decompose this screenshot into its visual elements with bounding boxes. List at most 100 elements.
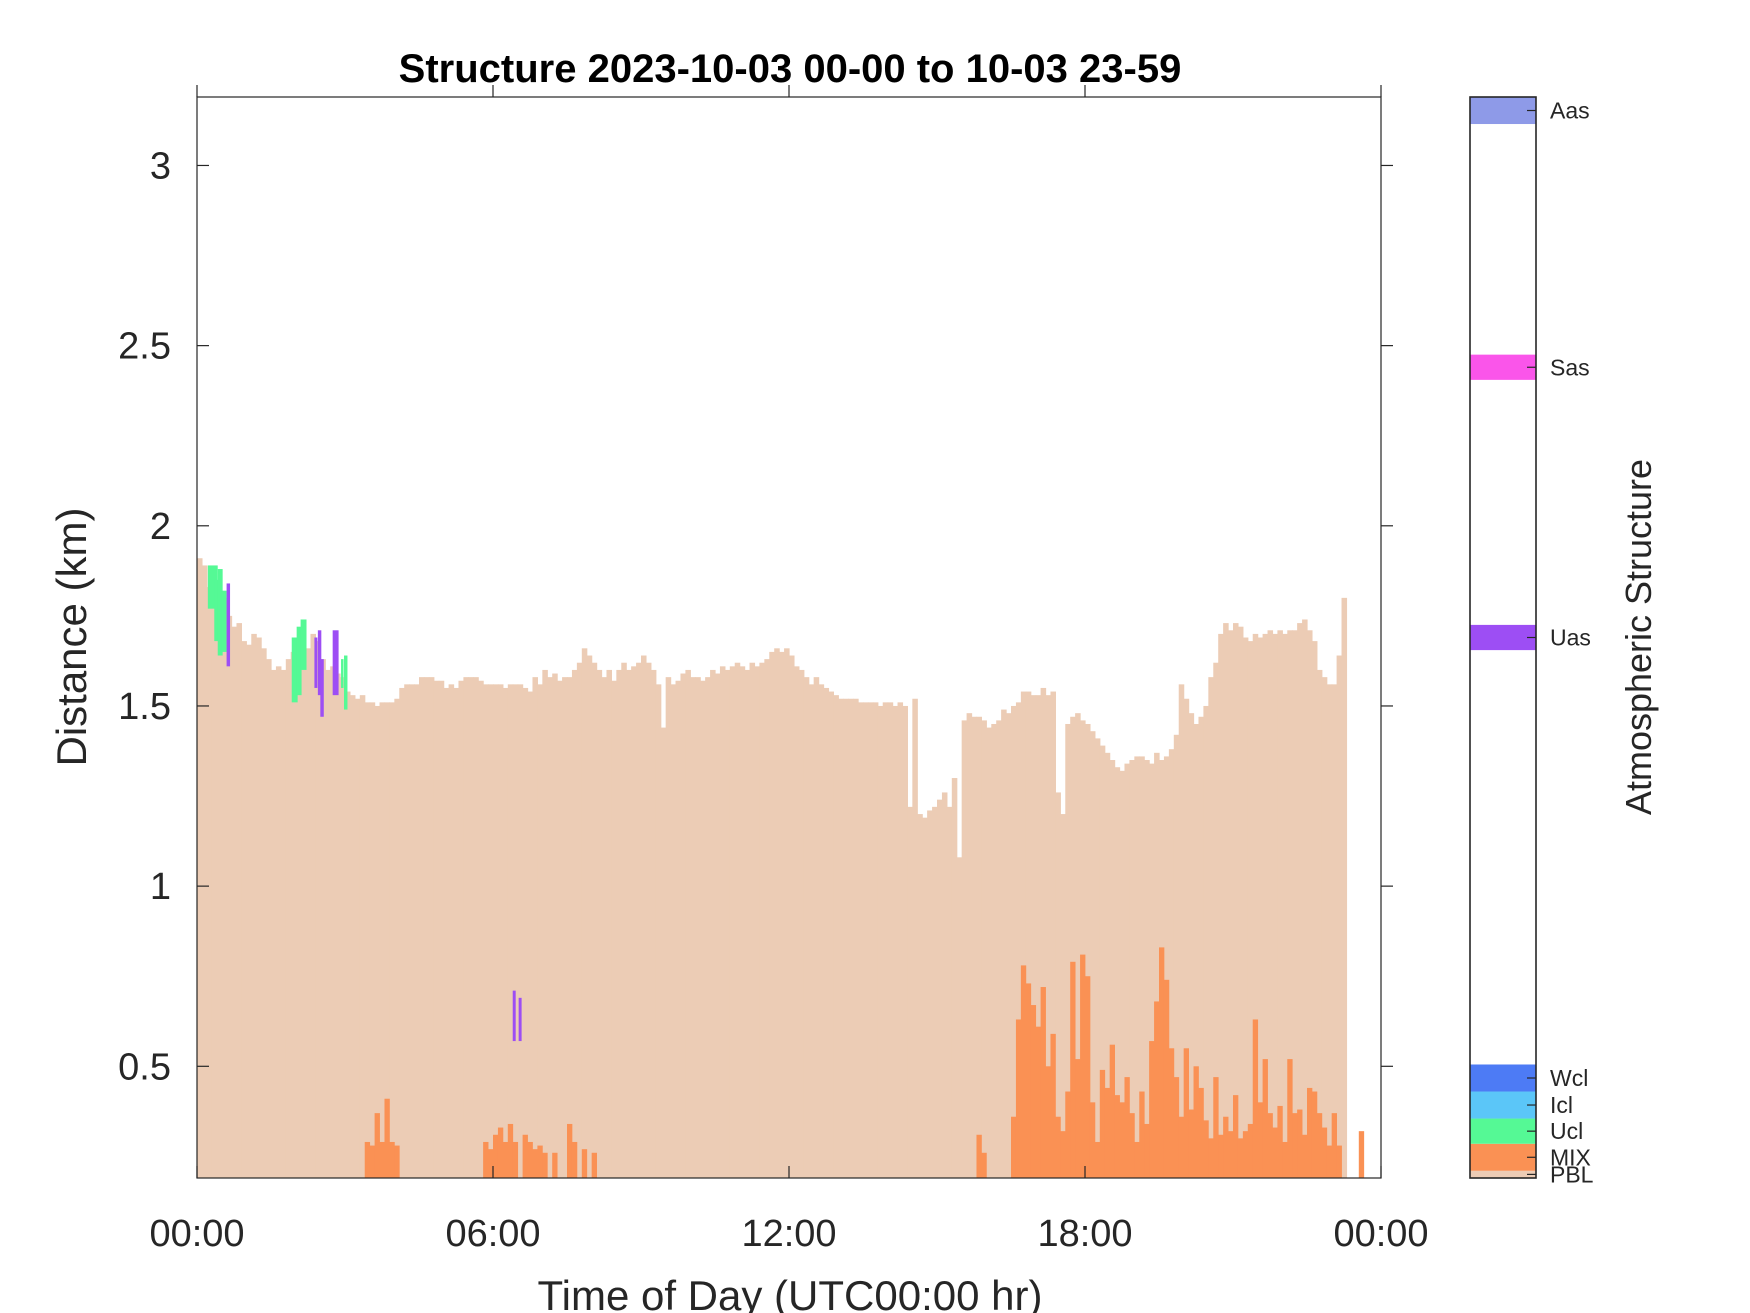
pbl-column [349, 695, 356, 1178]
chart-title: Structure 2023-10-03 00-00 to 10-03 23-5… [399, 47, 1182, 91]
pbl-column [483, 684, 489, 1178]
mix-bar [1321, 1127, 1328, 1178]
pbl-column [1247, 641, 1254, 1178]
pbl-column [670, 684, 677, 1178]
mix-bar [369, 1145, 375, 1178]
pbl-column [1213, 662, 1219, 1178]
pbl-column [991, 723, 997, 1178]
y-tick-label: 2 [150, 506, 171, 548]
pbl-column [700, 680, 706, 1178]
mix-bar [1089, 1102, 1096, 1178]
pbl-column [1060, 814, 1066, 1178]
pbl-column [1109, 760, 1116, 1178]
mix-bar [1094, 1141, 1101, 1178]
pbl-column [596, 669, 603, 1178]
pbl-column [744, 669, 751, 1178]
segment-ucl [214, 579, 220, 642]
pbl-column [374, 705, 381, 1178]
pbl-column [1144, 760, 1150, 1178]
pbl-column [981, 720, 987, 1178]
mix-bar [1065, 1091, 1071, 1178]
pbl-column [448, 684, 455, 1178]
pbl-column [285, 659, 292, 1178]
pbl-column [1134, 756, 1140, 1178]
pbl-column [986, 727, 992, 1178]
mix-bar [502, 1141, 509, 1178]
pbl-column [1316, 669, 1323, 1178]
pbl-column [542, 669, 548, 1178]
mix-bar [1257, 1102, 1263, 1178]
pbl-column [271, 669, 277, 1178]
pbl-column [1198, 716, 1204, 1178]
pbl-column [1129, 760, 1135, 1178]
mix-bar [1085, 976, 1091, 1178]
mix-bar [483, 1141, 489, 1178]
pbl-column [354, 698, 361, 1178]
mix-bar [1173, 1077, 1180, 1178]
pbl-column [438, 680, 445, 1178]
pbl-column [1011, 705, 1017, 1178]
pbl-column [1030, 695, 1037, 1178]
pbl-column [1277, 630, 1283, 1178]
pbl-column [843, 698, 849, 1178]
pbl-column [1015, 702, 1022, 1178]
mix-bar [1282, 1141, 1288, 1178]
mix-bar [488, 1149, 494, 1178]
colorbar-tick-label: PBL [1550, 1161, 1594, 1187]
pbl-column [300, 637, 307, 1178]
pbl-column [537, 684, 543, 1178]
mix-bar [1080, 954, 1086, 1178]
pbl-column [571, 669, 578, 1178]
pbl-column [739, 666, 746, 1178]
mix-bar [1213, 1077, 1219, 1178]
mix-bar [1020, 965, 1027, 1178]
pbl-column [1075, 713, 1081, 1178]
mix-bar [1262, 1059, 1268, 1178]
pbl-column [433, 680, 440, 1178]
pbl-column [497, 684, 504, 1178]
pbl-column [581, 648, 588, 1178]
pbl-column [275, 666, 282, 1178]
pbl-column [409, 684, 415, 1178]
pbl-column [631, 666, 637, 1178]
y-tick-label: 0.5 [118, 1046, 171, 1088]
pbl-column [1203, 705, 1209, 1178]
mix-bar [1223, 1116, 1229, 1178]
pbl-column [951, 778, 958, 1178]
plot-area: 00:00 06:00 12:00 18:00 00:00 0.5 1 1.5 2 2.5 3 [118, 85, 1429, 1255]
segment-uas [332, 630, 339, 696]
pbl-column [853, 698, 859, 1178]
pbl-column [1208, 677, 1214, 1178]
mix-bar [1178, 1116, 1185, 1178]
mix-bar [394, 1145, 400, 1178]
colorbar-block-ucl [1470, 1118, 1536, 1144]
pbl-column [1228, 630, 1234, 1178]
pbl-column [1267, 630, 1274, 1178]
mix-bar [1228, 1131, 1234, 1178]
mix-bar [1159, 947, 1165, 1178]
pbl-column [1282, 633, 1288, 1178]
mix-bar [1272, 1127, 1278, 1178]
mix-bar [1045, 1066, 1051, 1178]
pbl-column [1262, 633, 1269, 1178]
pbl-column [246, 644, 252, 1178]
pbl-column [197, 558, 203, 1178]
pbl-column [774, 648, 780, 1178]
pbl-column [1040, 687, 1047, 1178]
pbl-column [616, 669, 622, 1178]
mix-bar [1218, 1134, 1224, 1178]
mix-bar [1035, 1026, 1041, 1178]
pbl-column [784, 648, 790, 1178]
mix-bar [497, 1127, 504, 1178]
x-tick-label: 00:00 [1333, 1213, 1428, 1255]
segment-uas [512, 990, 516, 1042]
pbl-column [1173, 734, 1180, 1178]
mix-bar [1267, 1113, 1273, 1178]
pbl-column [621, 662, 627, 1178]
mix-bar [1040, 987, 1046, 1178]
mix-bar [1011, 1116, 1017, 1178]
colorbar-tick-label: Uas [1550, 625, 1591, 651]
pbl-column [384, 702, 390, 1178]
mix-bar [1025, 983, 1032, 1178]
